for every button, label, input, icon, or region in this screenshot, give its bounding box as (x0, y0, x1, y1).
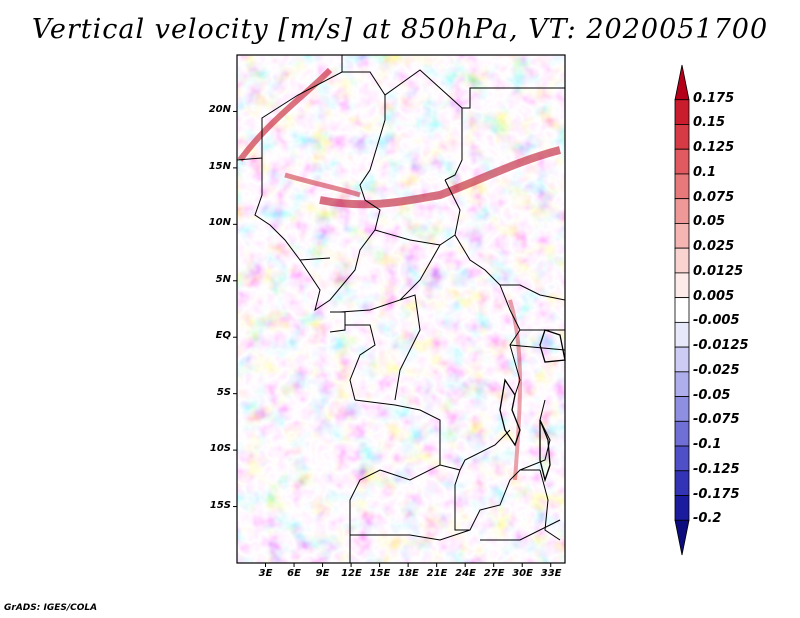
lon-label: 3E (258, 568, 273, 579)
colorbar-label: -0.0125 (693, 338, 749, 354)
colorbar-segment (674, 198, 690, 224)
axis-ticks (233, 110, 552, 567)
lat-label: 5S (216, 386, 231, 398)
lat-label: 5N (215, 273, 231, 285)
colorbar-segment (674, 470, 690, 496)
colorbar-segment (674, 445, 690, 472)
colorbar-segment (674, 272, 690, 299)
colorbar (674, 64, 690, 556)
colorbar-segment (674, 346, 690, 373)
colorbar-label: 0.15 (693, 115, 726, 131)
lon-label: 30E (512, 568, 533, 579)
lat-label: 10N (208, 217, 231, 229)
colorbar-label: 0.0125 (693, 263, 744, 279)
colorbar-segment (674, 124, 690, 150)
colorbar-label: -0.005 (693, 313, 740, 329)
colorbar-segment (674, 247, 690, 274)
colorbar-segment (674, 223, 690, 249)
colorbar-label: 0.125 (693, 140, 735, 156)
colorbar-label: 0.025 (693, 239, 735, 255)
colorbar-segment (674, 420, 690, 447)
colorbar-label: -0.1 (693, 437, 722, 453)
vertical-velocity-field (237, 55, 565, 563)
colorbar-label: -0.125 (693, 461, 740, 477)
grads-credit: GrADS: IGES/COLA (4, 603, 98, 613)
colorbar-segment (674, 297, 690, 323)
colorbar-label: 0.175 (693, 90, 735, 106)
colorbar-segment (674, 396, 690, 422)
lat-label: 20N (208, 104, 231, 116)
colorbar-label: -0.175 (693, 486, 740, 502)
lat-label: 15S (209, 499, 231, 511)
colorbar-segment (674, 148, 690, 175)
colorbar-segment (674, 495, 690, 521)
lon-label: 12E (341, 568, 362, 579)
colorbar-segment (674, 519, 690, 556)
colorbar-label: 0.05 (693, 214, 726, 230)
colorbar-label: -0.075 (693, 412, 740, 428)
colorbar-label: 0.1 (693, 164, 717, 180)
lon-label: 15E (369, 568, 391, 579)
lat-label: EQ (215, 330, 231, 342)
colorbar-label: -0.2 (693, 511, 722, 527)
colorbar-label: 0.075 (693, 189, 735, 205)
lon-label: 33E (540, 568, 562, 579)
colorbar-segment (674, 99, 690, 125)
lon-label: 24E (455, 568, 476, 579)
colorbar-label: -0.025 (693, 362, 740, 378)
lakes (499, 329, 566, 483)
colorbar-segment (674, 321, 690, 348)
map-title: Vertical velocity [m/s] at 850hPa, VT: 2… (31, 14, 769, 45)
colorbar-segment (674, 64, 690, 101)
lon-label: 27E (483, 568, 505, 579)
colorbar-segment (674, 371, 690, 397)
lat-label: 15N (208, 160, 231, 172)
country-borders (237, 55, 565, 563)
lon-label: 18E (398, 568, 419, 579)
lon-label: 6E (287, 568, 301, 579)
colorbar-segment (674, 173, 690, 200)
lon-label: 21E (426, 568, 448, 579)
colorbar-label: -0.05 (693, 387, 731, 403)
colorbar-label: 0.005 (693, 288, 735, 304)
lon-label: 9E (315, 568, 330, 579)
lat-label: 10S (209, 443, 231, 455)
map-frame (236, 54, 566, 564)
